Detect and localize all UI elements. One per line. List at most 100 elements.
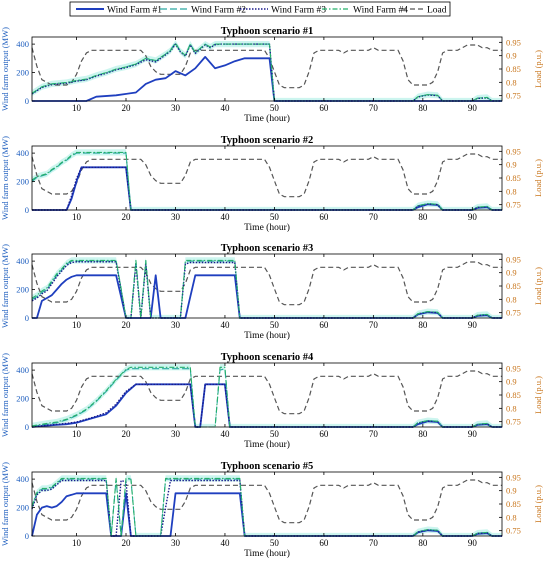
x-tick-label: 70 <box>369 212 379 222</box>
y-tick-label: 200 <box>16 285 29 295</box>
y-axis-label: Wind farm output (MW) <box>0 353 10 437</box>
series-wind-farm-4-line <box>31 259 502 319</box>
panel-title: Typhoon scenario #1 <box>221 26 314 37</box>
y-tick-label: 400 <box>16 256 29 266</box>
x-tick-label: 50 <box>270 429 280 439</box>
y2-tick-label: 0.9 <box>506 268 517 278</box>
x-tick-label: 70 <box>369 429 379 439</box>
series-wind-farm-4-line <box>31 42 502 102</box>
x-tick-label: 50 <box>270 320 280 330</box>
y2-tick-label: 0.75 <box>506 91 521 101</box>
y2-tick-label: 0.9 <box>506 160 517 170</box>
x-axis-label: Time (hour) <box>244 548 290 559</box>
x-tick-label: 30 <box>171 320 181 330</box>
series-wind-farm-4-line <box>31 151 502 211</box>
y2-axis-label: Load (p.u.) <box>533 485 543 523</box>
plot-frame <box>31 253 503 319</box>
panel-3: Typhoon scenario #3 10 20 30 40 50 60 70 80 90 Tim… <box>0 243 543 341</box>
x-axis-label: Time (hour) <box>244 222 290 233</box>
x-tick-label: 40 <box>220 429 230 439</box>
x-tick-label: 10 <box>72 103 82 113</box>
y2-tick-label: 0.85 <box>506 281 521 291</box>
y-tick-label: 0 <box>25 531 29 541</box>
y2-tick-label: 0.95 <box>506 472 521 482</box>
legend-box <box>69 1 451 17</box>
y2-tick-label: 0.95 <box>506 363 521 373</box>
panel-title: Typhoon scenario #2 <box>221 135 314 146</box>
y2-tick-label: 0.85 <box>506 499 521 509</box>
plot-frame <box>31 145 503 211</box>
plot-frame <box>31 471 503 537</box>
panel-title: Typhoon scenario #3 <box>221 243 314 254</box>
y2-tick-label: 0.85 <box>506 173 521 183</box>
x-tick-label: 80 <box>418 429 428 439</box>
legend-label-wind-farm-4: Wind Farm #4 <box>353 6 408 16</box>
series-wind-farm-3-line <box>32 166 502 211</box>
x-tick-label: 10 <box>72 429 82 439</box>
series-wind-farm-4-line <box>31 477 502 537</box>
x-tick-label: 20 <box>122 429 132 439</box>
uncertainty-band <box>32 257 502 318</box>
x-tick-label: 90 <box>468 212 478 222</box>
series-load-line <box>31 261 502 306</box>
x-tick-label: 90 <box>468 429 478 439</box>
panel-2: Typhoon scenario #2 10 20 30 40 50 60 70 80 90 Tim… <box>0 135 543 233</box>
x-tick-label: 40 <box>220 103 230 113</box>
y-tick-label: 200 <box>16 68 29 78</box>
y2-tick-label: 0.8 <box>506 403 517 413</box>
x-tick-label: 50 <box>270 538 280 548</box>
uncertainty-band <box>32 364 502 427</box>
x-tick-label: 10 <box>72 538 82 548</box>
y2-tick-label: 0.95 <box>506 254 521 264</box>
x-tick-label: 60 <box>319 320 329 330</box>
panel-title: Typhoon scenario #5 <box>221 461 314 472</box>
y2-tick-label: 0.9 <box>506 377 517 387</box>
series-load-line <box>31 370 502 415</box>
x-axis-label: Time (hour) <box>244 113 290 124</box>
x-tick-label: 80 <box>418 212 428 222</box>
x-tick-label: 60 <box>319 103 329 113</box>
legend-label-wind-farm-2: Wind Farm #2 <box>191 6 246 16</box>
y-tick-label: 400 <box>16 39 29 49</box>
y-tick-label: 200 <box>16 177 29 187</box>
legend: Wind Farm #1 Wind Farm #2 Wind Farm #3 W… <box>69 1 451 17</box>
y2-tick-label: 0.8 <box>506 186 517 196</box>
y-axis-label: Wind farm output (MW) <box>0 136 10 220</box>
x-tick-label: 30 <box>171 212 181 222</box>
x-tick-label: 50 <box>270 212 280 222</box>
y-tick-label: 400 <box>16 148 29 158</box>
x-tick-label: 40 <box>220 538 230 548</box>
uncertainty-band <box>32 149 502 210</box>
x-tick-label: 20 <box>122 538 132 548</box>
y2-axis-label: Load (p.u.) <box>533 376 543 414</box>
y-tick-label: 200 <box>16 503 29 513</box>
y-tick-label: 400 <box>16 365 29 375</box>
series-load-line <box>31 44 502 89</box>
x-tick-label: 70 <box>369 320 379 330</box>
x-tick-label: 30 <box>171 103 181 113</box>
x-tick-label: 50 <box>270 103 280 113</box>
y2-tick-label: 0.8 <box>506 294 517 304</box>
y2-axis-label: Load (p.u.) <box>533 159 543 197</box>
panel-title: Typhoon scenario #4 <box>221 352 314 363</box>
x-tick-label: 20 <box>122 103 132 113</box>
y2-tick-label: 0.9 <box>506 51 517 61</box>
y2-tick-label: 0.75 <box>506 200 521 210</box>
x-tick-label: 90 <box>468 103 478 113</box>
x-tick-label: 30 <box>171 429 181 439</box>
x-tick-label: 90 <box>468 538 478 548</box>
x-tick-label: 70 <box>369 103 379 113</box>
uncertainty-band <box>32 40 502 101</box>
x-tick-label: 60 <box>319 429 329 439</box>
x-tick-label: 10 <box>72 320 82 330</box>
y2-tick-label: 0.95 <box>506 37 521 47</box>
x-tick-label: 40 <box>220 320 230 330</box>
y-axis-label: Wind farm output (MW) <box>0 244 10 328</box>
x-tick-label: 80 <box>418 320 428 330</box>
panel-4: Typhoon scenario #4 10 20 30 40 50 60 70 80 90 Tim… <box>0 352 543 450</box>
y2-tick-label: 0.85 <box>506 390 521 400</box>
y2-tick-label: 0.9 <box>506 486 517 496</box>
y2-tick-label: 0.75 <box>506 417 521 427</box>
x-tick-label: 20 <box>122 212 132 222</box>
